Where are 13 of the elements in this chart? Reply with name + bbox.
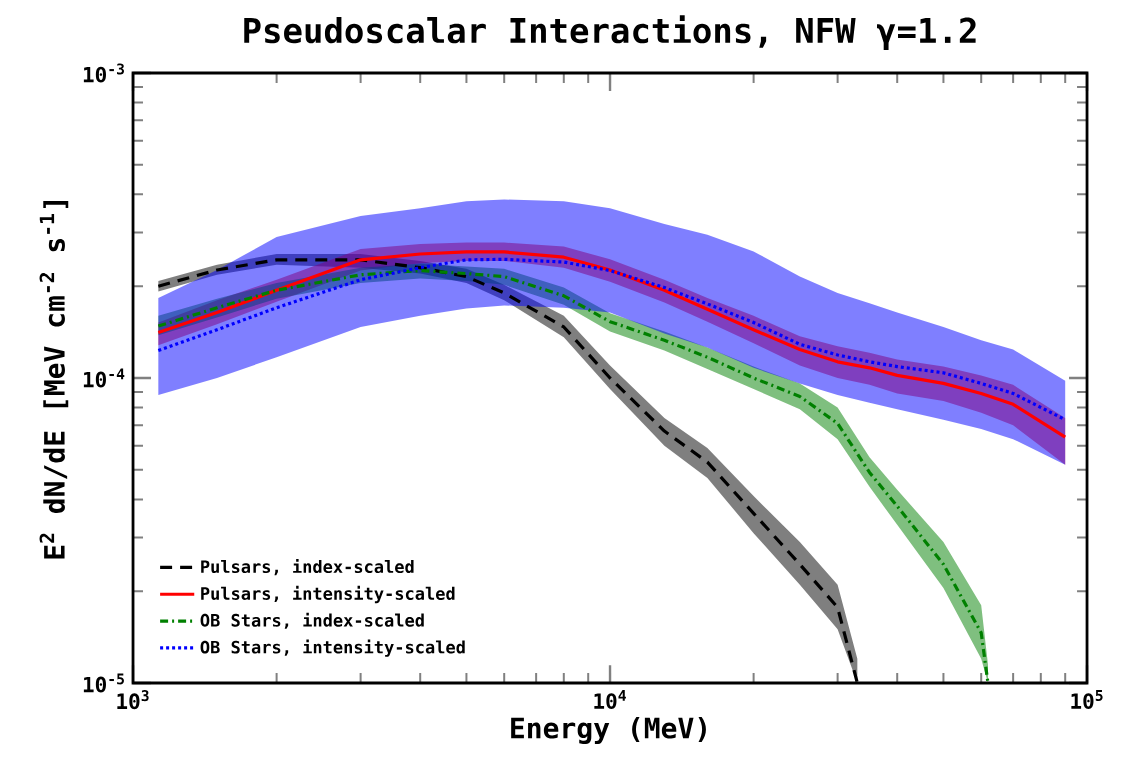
y-axis-title: E$^{2}$ dN/dE [MeV cm$^{-2}$ s$^{-1}$] <box>39 201 69 559</box>
chart-title: Pseudoscalar Interactions, NFW γ=1.2 <box>244 15 976 50</box>
x-tick-label: 10$^{5}$ <box>1071 690 1103 710</box>
legend-label: Pulsars, intensity-scaled <box>201 585 455 604</box>
legend-label: OB Stars, index-scaled <box>200 612 424 629</box>
y-tick-label: 10$^{-5}$ <box>83 673 124 693</box>
legend-label: OB Stars, intensity-scaled <box>200 639 465 657</box>
y-tick-label: 10$^{-3}$ <box>83 63 125 83</box>
x-axis-title: Energy (MeV) <box>511 716 706 745</box>
x-tick-label: 10$^{4}$ <box>594 690 626 710</box>
y-tick-label: 10$^{-4}$ <box>83 368 125 388</box>
legend-label: Pulsars, index-scaled <box>201 559 414 576</box>
x-tick-label: 10$^{3}$ <box>117 690 149 710</box>
